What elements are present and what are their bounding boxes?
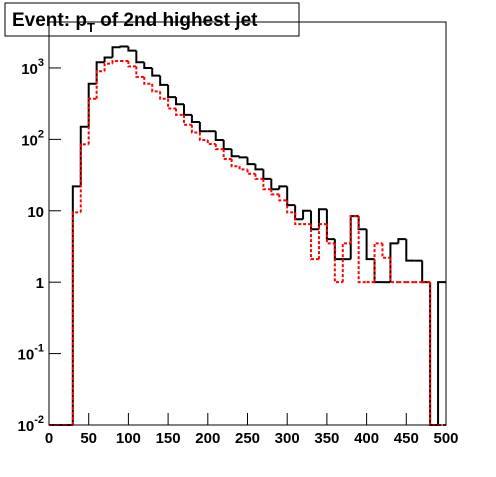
y-tick-label: 103 bbox=[21, 57, 44, 78]
histogram-step bbox=[262, 178, 272, 191]
y-tick-base: 10 bbox=[18, 347, 35, 364]
histogram-step bbox=[437, 281, 446, 425]
y-tick-base: 10 bbox=[18, 418, 35, 435]
y-tick-base: 10 bbox=[21, 132, 38, 149]
histogram-step bbox=[103, 56, 113, 63]
histogram-step bbox=[317, 208, 327, 230]
y-tick-exponent: -2 bbox=[34, 414, 44, 426]
x-tick-label: 500 bbox=[433, 430, 458, 447]
y-tick-exponent: 3 bbox=[38, 57, 44, 69]
histogram-step bbox=[190, 114, 200, 124]
histogram-step bbox=[333, 243, 343, 284]
histogram-step bbox=[206, 139, 216, 146]
histogram-step bbox=[302, 209, 312, 220]
x-tick-label: 150 bbox=[156, 430, 181, 447]
histogram-step bbox=[119, 45, 129, 48]
histogram-step bbox=[198, 122, 208, 133]
y-tick-base: 10 bbox=[21, 61, 38, 78]
histogram-step bbox=[238, 156, 248, 159]
histogram-step bbox=[341, 242, 351, 283]
histogram-step bbox=[111, 60, 121, 64]
histogram-step bbox=[254, 164, 264, 171]
title-part: Event: p bbox=[12, 10, 87, 31]
histogram-step bbox=[230, 159, 240, 168]
histogram-step bbox=[159, 91, 169, 100]
histogram-step bbox=[246, 157, 256, 166]
x-tick-label: 200 bbox=[195, 430, 220, 447]
chart-title: Event: pT of 2nd highest jet bbox=[12, 10, 258, 35]
histogram-step bbox=[357, 216, 367, 284]
x-tick-label: 0 bbox=[45, 430, 53, 447]
histogram-step bbox=[87, 97, 97, 145]
histogram-step bbox=[71, 211, 81, 425]
histogram-step bbox=[214, 131, 224, 141]
histogram-step bbox=[278, 194, 288, 202]
histogram-step bbox=[151, 67, 161, 77]
x-tick-label: 400 bbox=[354, 430, 379, 447]
histogram-step bbox=[79, 143, 89, 213]
histogram-step bbox=[397, 238, 407, 244]
histogram-step bbox=[143, 76, 153, 85]
histogram-step bbox=[111, 46, 121, 58]
histogram-step bbox=[167, 98, 177, 110]
histogram-step bbox=[238, 166, 248, 171]
histogram-step bbox=[246, 169, 256, 175]
histogram-step bbox=[349, 215, 359, 244]
histogram-step bbox=[175, 108, 184, 116]
title-box bbox=[4, 2, 300, 37]
title-subscript: T bbox=[87, 20, 95, 35]
histogram-step bbox=[373, 242, 383, 283]
histogram-step bbox=[159, 75, 169, 86]
histogram-step bbox=[198, 132, 208, 141]
histogram-step bbox=[71, 185, 81, 425]
histogram-step bbox=[405, 239, 415, 262]
x-tick-label: 300 bbox=[275, 430, 300, 447]
histogram-step bbox=[135, 66, 145, 78]
histogram-step bbox=[325, 224, 335, 245]
x-tick-label: 450 bbox=[394, 430, 419, 447]
histogram-step bbox=[127, 61, 137, 68]
histogram-step bbox=[143, 62, 153, 69]
histogram-step bbox=[222, 149, 232, 161]
histogram-step bbox=[270, 189, 280, 196]
histogram-step bbox=[230, 149, 240, 158]
histogram-step bbox=[222, 139, 232, 151]
y-tick-label: 10 bbox=[27, 204, 44, 221]
histogram-step bbox=[167, 84, 177, 99]
x-tick-label: 250 bbox=[235, 430, 260, 447]
x-tick-label: 350 bbox=[314, 430, 339, 447]
histogram-step bbox=[175, 97, 184, 106]
y-tick-label: 102 bbox=[21, 128, 44, 149]
y-tick-exponent: 2 bbox=[38, 128, 44, 140]
histogram-step bbox=[95, 70, 105, 99]
histogram-step bbox=[365, 229, 375, 261]
histogram-step bbox=[127, 46, 137, 52]
histogram-step bbox=[135, 50, 145, 64]
title-part: of 2nd highest jet bbox=[95, 10, 258, 31]
y-tick-label: 10-2 bbox=[18, 414, 44, 435]
histogram-step bbox=[317, 223, 327, 260]
histogram-step bbox=[151, 83, 161, 93]
y-tick-exponent: -1 bbox=[34, 343, 44, 355]
histogram-step bbox=[310, 224, 319, 261]
histogram-step bbox=[214, 144, 224, 151]
y-tick-label: 1 bbox=[36, 275, 44, 292]
histogram-step bbox=[278, 185, 288, 190]
x-tick-label: 100 bbox=[116, 430, 141, 447]
histogram-step bbox=[357, 216, 367, 231]
histogram-step bbox=[294, 212, 304, 226]
histogram-step bbox=[286, 186, 296, 207]
x-tick-label: 50 bbox=[80, 430, 97, 447]
histogram-step bbox=[182, 114, 192, 126]
histogram-step bbox=[254, 173, 264, 180]
histogram-step bbox=[190, 124, 200, 134]
histogram-step bbox=[103, 62, 113, 72]
histogram-step bbox=[286, 200, 296, 214]
y-tick-label: 10-1 bbox=[18, 343, 44, 364]
